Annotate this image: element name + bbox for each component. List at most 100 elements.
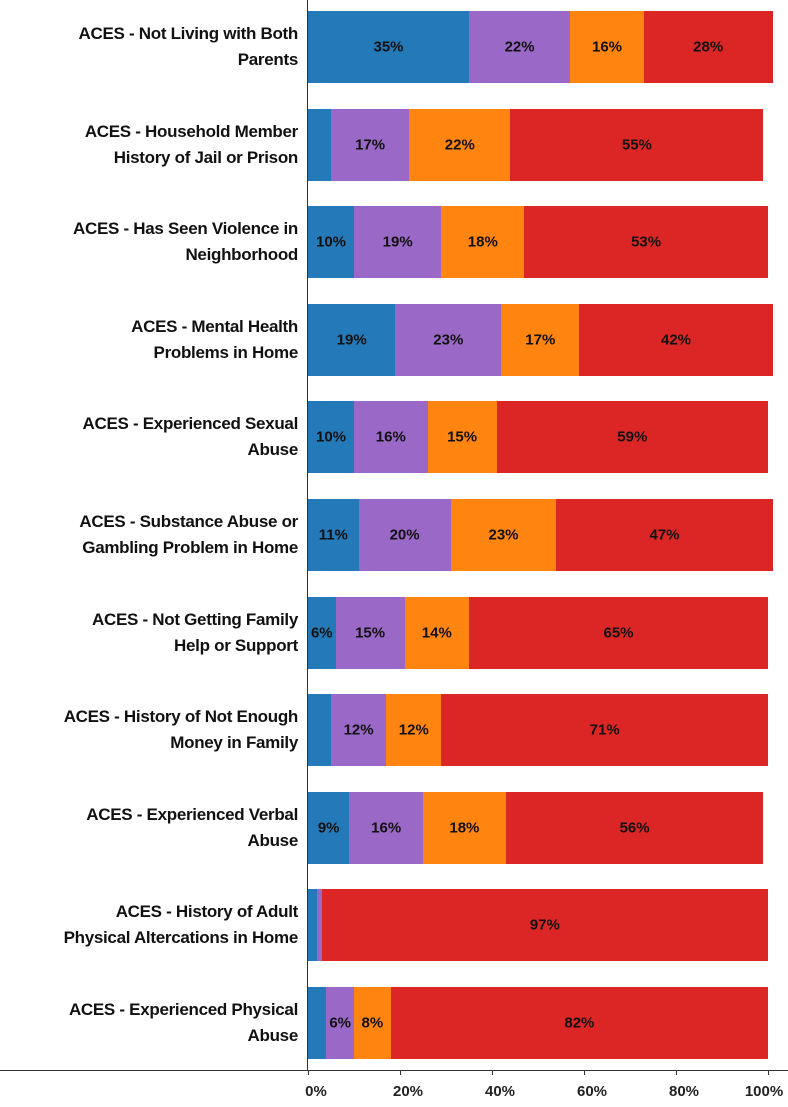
data-label: 42% xyxy=(660,331,692,349)
bar-segment xyxy=(354,401,428,474)
bar-segment xyxy=(510,108,764,181)
data-label: 53% xyxy=(631,233,662,251)
data-label: 56% xyxy=(619,819,650,837)
bar-segment xyxy=(427,401,497,474)
data-label: 10% xyxy=(315,428,347,446)
data-label: 15% xyxy=(447,428,478,446)
bar-segment xyxy=(354,206,442,279)
data-label: 82% xyxy=(564,1014,595,1032)
category-label: ACES - Mental Health Problems in Home xyxy=(131,316,298,362)
data-label: 11% xyxy=(318,526,348,544)
category-label: ACES - Substance Abuse or Gambling Probl… xyxy=(79,512,298,557)
data-label: 19% xyxy=(382,233,413,251)
bar-segment xyxy=(579,303,773,376)
tick-mark xyxy=(491,1070,493,1075)
data-label: 6% xyxy=(329,1014,352,1032)
data-label: 23% xyxy=(433,331,464,349)
data-label: 59% xyxy=(617,428,648,446)
data-label: 65% xyxy=(603,624,634,642)
data-label: 23% xyxy=(488,526,519,544)
bar-segment xyxy=(404,596,469,669)
data-label: 8% xyxy=(361,1014,384,1032)
y-axis-line xyxy=(307,0,308,1070)
bar-segment xyxy=(395,303,502,376)
x-tick-label: 80% xyxy=(668,1083,700,1100)
x-axis-line xyxy=(0,1070,788,1071)
bar-segment xyxy=(358,499,451,571)
bar-segment xyxy=(505,791,764,864)
x-tick-label: 60% xyxy=(576,1083,608,1100)
bar-segment xyxy=(469,596,768,669)
bar-segment xyxy=(390,987,768,1059)
data-label: 10% xyxy=(315,233,347,251)
bar-segment xyxy=(570,11,644,83)
data-label: 22% xyxy=(444,136,475,154)
data-label: 35% xyxy=(373,38,404,56)
data-label: 18% xyxy=(467,233,498,251)
bar-segment xyxy=(308,596,336,669)
category-label: ACES - Experienced Verbal Abuse xyxy=(86,804,298,850)
data-label: 16% xyxy=(375,428,406,446)
data-label: 28% xyxy=(693,38,724,56)
data-label: 18% xyxy=(449,819,480,837)
bar-segment xyxy=(308,694,331,767)
data-label: 6% xyxy=(310,624,333,642)
x-tick-label: 100% xyxy=(744,1083,784,1100)
category-label: ACES - Not Getting Family Help or Suppor… xyxy=(92,609,298,655)
bar-segment xyxy=(308,108,331,181)
bar-segment xyxy=(308,206,354,279)
data-label: 16% xyxy=(591,38,623,56)
tick-mark xyxy=(583,1070,585,1075)
data-label: 71% xyxy=(589,721,620,739)
x-tick-label: 40% xyxy=(484,1083,516,1100)
bar-segment xyxy=(331,108,410,181)
bar-segment xyxy=(469,11,571,83)
bar-segment xyxy=(308,499,359,571)
category-label: ACES - Household Member History of Jail … xyxy=(84,121,298,167)
bar-segment xyxy=(308,987,327,1059)
data-label: 17% xyxy=(355,136,386,154)
data-label: 12% xyxy=(343,721,374,739)
bar-segment xyxy=(524,206,768,279)
bar-segment xyxy=(349,791,423,864)
bar-segment xyxy=(496,401,768,474)
bar-segment xyxy=(321,889,768,962)
data-label: 14% xyxy=(421,624,452,642)
bar-segment xyxy=(441,694,768,767)
bar-segment xyxy=(317,889,322,962)
data-label: 12% xyxy=(398,721,429,739)
tick-mark xyxy=(675,1070,677,1075)
category-label: ACES - History of Not Enough Money in Fa… xyxy=(63,707,299,753)
bar-segment xyxy=(308,11,469,83)
bar-segment xyxy=(331,694,387,767)
category-label: ACES - Experienced Sexual Abuse xyxy=(82,414,299,460)
bar-segment xyxy=(501,303,580,376)
data-label: 17% xyxy=(525,331,556,349)
bar-segment xyxy=(335,596,405,669)
data-label: 97% xyxy=(529,916,560,934)
tick-mark xyxy=(399,1070,401,1075)
x-tick-label: 0% xyxy=(305,1083,327,1100)
bar-segment xyxy=(308,889,318,962)
category-label: ACES - History of Adult Physical Alterca… xyxy=(63,902,299,948)
tick-mark xyxy=(767,1070,769,1075)
category-label: ACES - Not Living with Both Parents xyxy=(78,24,299,69)
category-label: ACES - Has Seen Violence in Neighborhood xyxy=(73,219,298,265)
data-label: 15% xyxy=(355,624,386,642)
data-label: 47% xyxy=(649,526,680,544)
bar-segment xyxy=(326,987,354,1059)
bar-segment xyxy=(409,108,511,181)
x-tick-label: 20% xyxy=(392,1083,424,1100)
bar-segment xyxy=(556,499,773,571)
data-label: 22% xyxy=(504,38,535,56)
data-label: 16% xyxy=(371,819,402,837)
category-label: ACES - Experienced Physical Abuse xyxy=(68,1000,298,1045)
bar-segment xyxy=(308,401,354,474)
bar-segment xyxy=(441,206,525,279)
bar-segment xyxy=(308,791,350,864)
bar-segment xyxy=(354,987,391,1059)
tick-mark xyxy=(307,1070,309,1075)
bar-segment xyxy=(450,499,557,571)
